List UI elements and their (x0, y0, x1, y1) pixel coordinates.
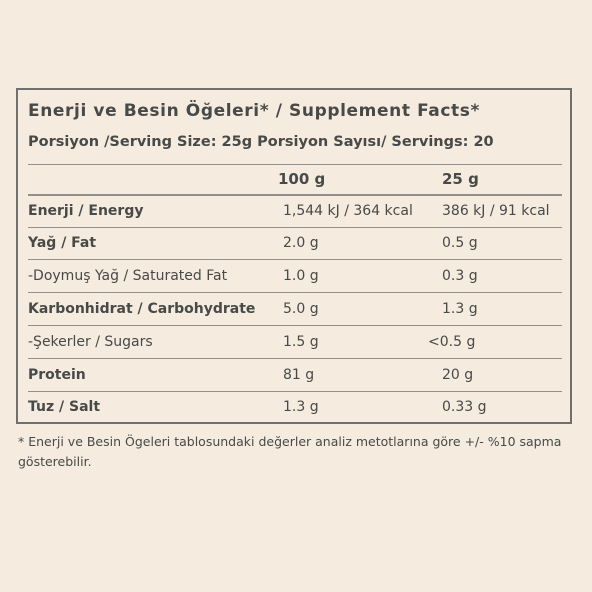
row-label-sugars: -Şekerler / Sugars (28, 334, 153, 350)
row-label-carbohydrate: Karbonhidrat / Carbohydrate (28, 301, 256, 317)
divider (28, 194, 562, 196)
row-value-25g-salt: 0.33 g (442, 399, 487, 415)
divider (28, 325, 562, 326)
row-value-100g-fat: 2.0 g (283, 235, 319, 251)
row-value-100g-energy: 1,544 kJ / 364 kcal (283, 203, 413, 219)
row-value-25g-sugars: <0.5 g (428, 334, 476, 350)
supplement-facts-panel: Enerji ve Besin Öğeleri* / Supplement Fa… (16, 88, 572, 424)
divider (28, 391, 562, 392)
divider (28, 164, 562, 165)
row-value-100g-protein: 81 g (283, 367, 315, 383)
row-value-100g-saturated-fat: 1.0 g (283, 268, 319, 284)
row-value-25g-saturated-fat: 0.3 g (442, 268, 478, 284)
row-label-salt: Tuz / Salt (28, 399, 101, 415)
column-header-25g: 25 g (442, 170, 479, 188)
divider (28, 259, 562, 260)
row-value-100g-sugars: 1.5 g (283, 334, 319, 350)
row-value-25g-fat: 0.5 g (442, 235, 478, 251)
column-header-100g: 100 g (278, 170, 326, 188)
panel-title: Enerji ve Besin Öğeleri* / Supplement Fa… (28, 101, 480, 121)
row-label-protein: Protein (28, 367, 86, 383)
row-value-25g-energy: 386 kJ / 91 kcal (442, 203, 550, 219)
divider (28, 358, 562, 359)
row-value-100g-carbohydrate: 5.0 g (283, 301, 319, 317)
row-value-25g-protein: 20 g (442, 367, 474, 383)
row-label-saturated-fat: -Doymuş Yağ / Saturated Fat (28, 268, 228, 284)
divider (28, 227, 562, 228)
divider (28, 292, 562, 293)
row-value-25g-carbohydrate: 1.3 g (442, 301, 478, 317)
row-label-fat: Yağ / Fat (28, 235, 97, 251)
serving-size-line: Porsiyon /Serving Size: 25g Porsiyon Say… (28, 134, 494, 150)
row-label-energy: Enerji / Energy (28, 203, 144, 219)
row-value-100g-salt: 1.3 g (283, 399, 319, 415)
footnote: * Enerji ve Besin Ögeleri tablosundaki d… (18, 434, 562, 469)
